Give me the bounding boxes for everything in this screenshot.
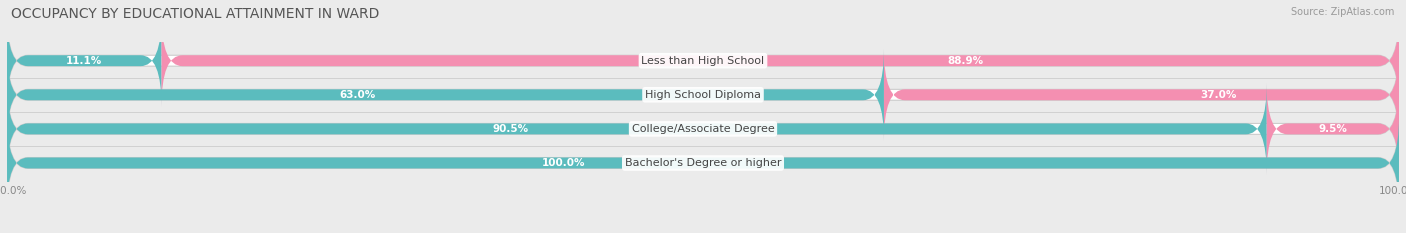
Text: 9.5%: 9.5% — [1319, 124, 1347, 134]
FancyBboxPatch shape — [7, 49, 1399, 140]
FancyBboxPatch shape — [7, 117, 1399, 209]
Text: Bachelor's Degree or higher: Bachelor's Degree or higher — [624, 158, 782, 168]
FancyBboxPatch shape — [162, 15, 1399, 106]
Text: Source: ZipAtlas.com: Source: ZipAtlas.com — [1291, 7, 1395, 17]
FancyBboxPatch shape — [7, 83, 1399, 175]
FancyBboxPatch shape — [7, 117, 1399, 209]
Text: High School Diploma: High School Diploma — [645, 90, 761, 100]
FancyBboxPatch shape — [7, 83, 1267, 175]
FancyBboxPatch shape — [7, 15, 1399, 106]
Text: 88.9%: 88.9% — [948, 56, 984, 66]
Text: 37.0%: 37.0% — [1201, 90, 1237, 100]
FancyBboxPatch shape — [7, 15, 162, 106]
FancyBboxPatch shape — [884, 49, 1399, 140]
Legend: Owner-occupied, Renter-occupied: Owner-occupied, Renter-occupied — [582, 230, 824, 233]
Text: College/Associate Degree: College/Associate Degree — [631, 124, 775, 134]
Text: Less than High School: Less than High School — [641, 56, 765, 66]
Text: 90.5%: 90.5% — [494, 124, 529, 134]
Text: 11.1%: 11.1% — [66, 56, 103, 66]
Text: 100.0%: 100.0% — [543, 158, 585, 168]
FancyBboxPatch shape — [1267, 83, 1399, 175]
FancyBboxPatch shape — [7, 49, 884, 140]
Text: 63.0%: 63.0% — [340, 90, 375, 100]
Text: OCCUPANCY BY EDUCATIONAL ATTAINMENT IN WARD: OCCUPANCY BY EDUCATIONAL ATTAINMENT IN W… — [11, 7, 380, 21]
